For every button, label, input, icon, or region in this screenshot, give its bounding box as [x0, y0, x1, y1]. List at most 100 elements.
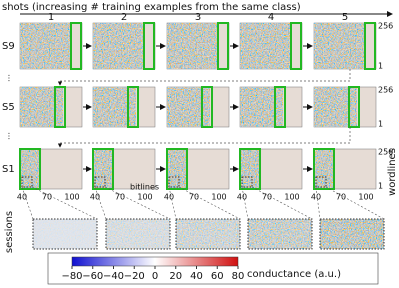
noise: [314, 23, 365, 69]
axis-bottom: 1: [378, 62, 383, 71]
zoom-line: [251, 186, 313, 220]
x-tick-label: 70: [42, 193, 52, 202]
noise: [93, 149, 113, 189]
colorbar-label: conductance (a.u.): [247, 269, 341, 280]
class-box: [166, 148, 188, 190]
x-tick-label: 40: [311, 193, 321, 202]
zoom-frame: [319, 218, 385, 250]
session-link: [57, 69, 351, 86]
class-box: [143, 22, 155, 70]
class-box: [54, 86, 66, 128]
x-tick-label: 40: [90, 193, 100, 202]
noise: [240, 149, 260, 189]
session-label: S9: [2, 41, 15, 52]
zoom-box: [168, 176, 180, 188]
axis-top: 256: [378, 148, 393, 157]
zoom-box: [94, 176, 106, 188]
noise: [167, 23, 218, 69]
session-label: S1: [2, 164, 15, 175]
zoom-line: [178, 186, 241, 220]
x-tick-label: 100: [64, 193, 79, 202]
zoom-noise: [33, 219, 97, 249]
class-box: [364, 22, 376, 70]
colorbar-tick-label: 20: [169, 271, 182, 282]
zoom-line: [104, 186, 171, 220]
colorbar-tick-label: −80: [61, 271, 82, 282]
y-axis-label: wordlines: [387, 148, 398, 196]
noise: [93, 23, 144, 69]
noise: [240, 23, 291, 69]
session-dots: ⋮: [5, 74, 13, 83]
zoom-line: [168, 186, 177, 220]
class-box: [19, 148, 41, 190]
zoom-noise: [176, 219, 240, 249]
noise: [20, 87, 63, 127]
sessions-label: sessions: [4, 211, 15, 253]
x-tick-label: 70: [189, 193, 199, 202]
zoom-noise: [320, 219, 384, 249]
axis-top: 256: [378, 22, 393, 31]
colorbar-tick-label: 60: [211, 271, 224, 282]
colorbar-tick-label: 0: [152, 271, 158, 282]
shot-label: 3: [195, 12, 201, 23]
axis-bottom: 1: [378, 120, 383, 129]
zoom-frame: [105, 218, 171, 250]
shot-label: 4: [268, 12, 274, 23]
zoom-noise: [106, 219, 170, 249]
class-box: [290, 22, 302, 70]
shot-label: 1: [48, 12, 54, 23]
noise: [93, 87, 136, 127]
noise: [167, 149, 187, 189]
colorbar-tick-label: −20: [124, 271, 145, 282]
x-tick-label: 40: [237, 193, 247, 202]
class-box: [70, 22, 82, 70]
class-box: [127, 86, 139, 128]
x-tick-label: 70: [336, 193, 346, 202]
axis-top: 256: [378, 86, 393, 95]
x-axis-label: bitlines: [130, 183, 159, 192]
noise: [240, 87, 283, 127]
noise: [167, 87, 210, 127]
x-tick-label: 100: [137, 193, 152, 202]
x-tick-label: 40: [17, 193, 27, 202]
class-box: [217, 22, 229, 70]
zoom-line: [241, 186, 249, 220]
x-tick-label: 100: [211, 193, 226, 202]
noise: [314, 149, 334, 189]
colorbar-tick-label: −60: [82, 271, 103, 282]
noise: [20, 23, 71, 69]
zoom-line: [31, 186, 98, 220]
colorbar-tick-label: −40: [103, 271, 124, 282]
x-tick-label: 40: [164, 193, 174, 202]
noise: [20, 149, 40, 189]
class-box: [92, 148, 114, 190]
zoom-line: [325, 186, 385, 220]
colorbar-tick-label: 40: [190, 271, 203, 282]
x-tick-label: 70: [262, 193, 272, 202]
class-box: [313, 148, 335, 190]
x-tick-label: 70: [115, 193, 125, 202]
session-dots: ⋮: [5, 132, 13, 141]
shot-label: 5: [342, 12, 348, 23]
zoom-frame: [247, 218, 313, 250]
axis-bottom: 1: [378, 182, 383, 191]
class-box: [239, 148, 261, 190]
zoom-line: [315, 186, 321, 220]
shot-label: 2: [121, 12, 127, 23]
session-link: [57, 127, 351, 148]
zoom-box: [241, 176, 253, 188]
colorbar-frame: [47, 252, 379, 285]
zoom-line: [21, 186, 34, 220]
class-box: [348, 86, 360, 128]
title: shots (increasing # training examples fr…: [2, 2, 301, 13]
noise: [314, 87, 357, 127]
zoom-frame: [175, 218, 241, 250]
colorbar-tick-label: 80: [232, 271, 245, 282]
class-box: [274, 86, 286, 128]
zoom-noise: [248, 219, 312, 249]
zoom-frame: [32, 218, 98, 250]
zoom-box: [315, 176, 327, 188]
zoom-box: [21, 176, 33, 188]
colorbar: [71, 256, 239, 267]
